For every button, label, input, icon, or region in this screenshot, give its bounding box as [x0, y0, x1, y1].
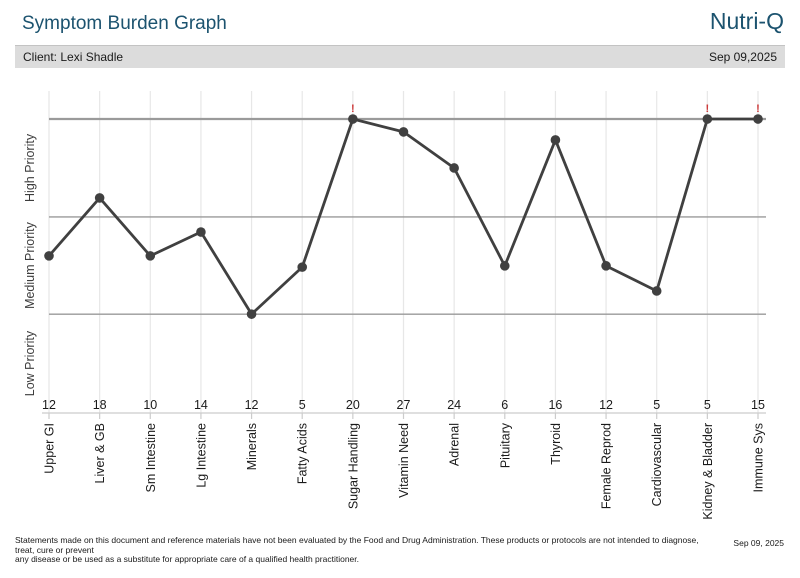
- category-label: Female Reprod: [600, 423, 614, 509]
- category-label: Sugar Handling: [346, 423, 360, 509]
- data-point: [94, 193, 105, 203]
- value-label: 10: [143, 398, 157, 412]
- data-point: [499, 261, 510, 271]
- data-point: [196, 227, 206, 237]
- y-axis-label-high-priority: High Priority: [23, 133, 37, 202]
- category-label: Kidney & Bladder: [701, 423, 715, 520]
- category-label: Cardiovascular: [650, 423, 664, 506]
- value-label: 5: [704, 398, 711, 412]
- category-label: Immune Sys: [752, 423, 766, 492]
- value-label: 14: [194, 398, 208, 412]
- alert-exclamation-mark: !: [351, 103, 355, 115]
- footer-disclaimer-line2: any disease or be used as a substitute f…: [15, 554, 359, 565]
- y-axis-label-low-priority: Low Priority: [23, 330, 37, 396]
- category-label: Sm Intestine: [144, 423, 158, 493]
- data-point: [753, 114, 763, 124]
- value-label: 5: [653, 398, 660, 412]
- data-point: [44, 251, 54, 261]
- symptom-burden-chart: 12 Upper GI 18 Liver & GB 10 Sm Intestine 14 Lg…: [23, 91, 766, 520]
- data-point: [702, 114, 713, 124]
- value-label: 24: [447, 398, 461, 412]
- value-label: 16: [548, 398, 562, 412]
- value-label: 12: [599, 398, 613, 412]
- footer-date: Sep 09, 2025: [733, 538, 784, 548]
- value-label: 12: [42, 398, 56, 412]
- value-label: 5: [299, 398, 306, 412]
- alert-exclamation-mark: !: [706, 103, 710, 115]
- data-point: [550, 135, 561, 145]
- data-point: [246, 309, 257, 319]
- data-point: [398, 127, 409, 137]
- data-point: [651, 286, 662, 296]
- y-axis-label-medium-priority: Medium Priority: [23, 221, 37, 309]
- value-label: 18: [93, 398, 107, 412]
- data-point: [601, 261, 611, 271]
- page-title: Symptom Burden Graph: [22, 13, 227, 34]
- data-point: [348, 114, 358, 124]
- category-label: Thyroid: [549, 423, 563, 465]
- brand-logo: Nutri-Q: [709, 8, 784, 34]
- data-point: [145, 251, 156, 261]
- client-bar-date: Sep 09,2025: [708, 50, 777, 64]
- value-label: 6: [501, 398, 508, 412]
- data-point: [297, 262, 308, 272]
- client-name-label: Client: Lexi Shadle: [23, 50, 124, 64]
- value-label: 15: [751, 398, 765, 412]
- category-label: Liver & GB: [93, 423, 107, 483]
- alert-exclamation-mark: !: [756, 103, 760, 115]
- category-label: Vitamin Need: [397, 423, 411, 498]
- category-label: Lg Intestine: [194, 423, 208, 488]
- value-label: 20: [346, 398, 360, 412]
- client-bar: Client: Lexi Shadle Sep 09,2025: [15, 45, 785, 68]
- category-label: Minerals: [245, 423, 259, 470]
- category-label: Adrenal: [448, 423, 462, 466]
- value-label: 27: [397, 398, 411, 412]
- footer-disclaimer-line1: Statements made on this document and ref…: [15, 535, 699, 555]
- footer-disclaimer: Statements made on this document and ref…: [15, 535, 707, 565]
- category-label: Upper GI: [43, 423, 57, 474]
- value-label: 12: [245, 398, 259, 412]
- data-point: [449, 163, 459, 173]
- category-label: Fatty Acids: [296, 423, 310, 484]
- category-label: Pituitary: [498, 422, 512, 468]
